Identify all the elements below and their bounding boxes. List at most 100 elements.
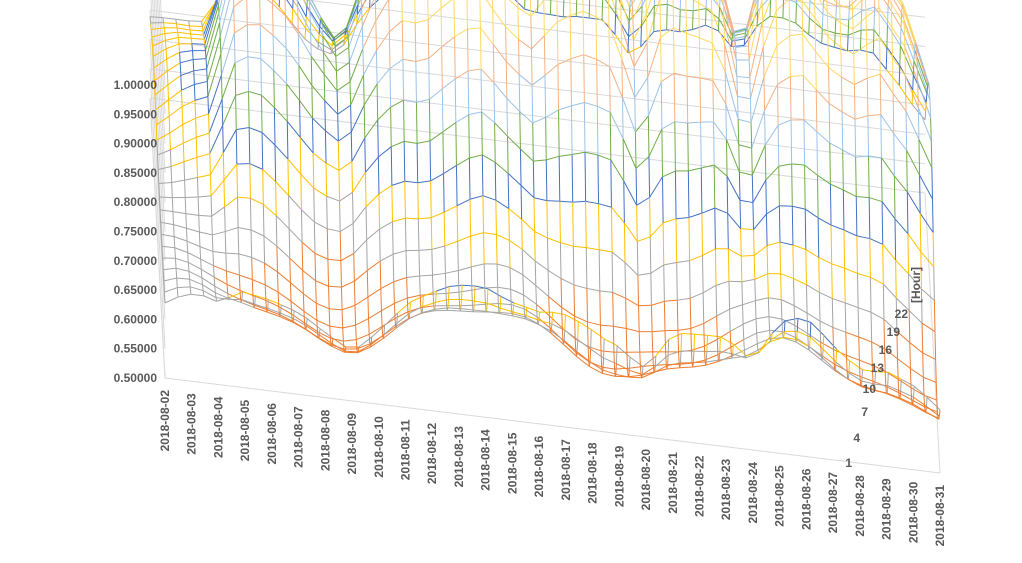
mesh-line xyxy=(198,196,211,197)
mesh-line xyxy=(630,357,643,366)
mesh-line xyxy=(525,0,526,9)
mesh-line xyxy=(886,386,887,393)
mesh-line xyxy=(264,236,277,246)
mesh-line xyxy=(743,305,744,324)
mesh-line xyxy=(545,64,558,75)
mesh-line xyxy=(208,54,221,96)
mesh-line xyxy=(380,222,393,229)
mesh-line xyxy=(352,161,353,192)
mesh-line xyxy=(410,302,411,313)
mesh-line xyxy=(250,164,251,199)
mesh-line xyxy=(181,84,194,90)
mesh-line xyxy=(882,202,883,245)
mesh-line xyxy=(162,246,163,258)
mesh-line xyxy=(613,326,614,352)
z-tick-label: 0.95000 xyxy=(114,107,158,121)
mesh-line xyxy=(794,306,807,313)
mesh-line xyxy=(329,286,330,309)
mesh-line xyxy=(394,282,395,304)
mesh-line xyxy=(546,156,559,160)
mesh-line xyxy=(795,337,796,342)
mesh-line xyxy=(402,21,403,60)
mesh-line xyxy=(524,309,525,317)
mesh-line xyxy=(719,7,720,19)
mesh-line xyxy=(841,47,842,77)
mesh-line xyxy=(836,19,849,20)
mesh-line xyxy=(390,68,391,107)
mesh-line xyxy=(276,182,289,196)
mesh-line xyxy=(483,196,496,201)
back-wall-gridline xyxy=(150,98,925,193)
mesh-line xyxy=(769,317,770,331)
floor-edge xyxy=(165,378,940,473)
mesh-line xyxy=(290,283,291,302)
mesh-line xyxy=(740,200,741,228)
mesh-line xyxy=(906,111,907,150)
mesh-line xyxy=(767,242,780,246)
mesh-line xyxy=(368,289,381,297)
mesh-line xyxy=(757,11,758,26)
mesh-line xyxy=(559,106,572,110)
mesh-line xyxy=(389,0,390,32)
mesh-line xyxy=(830,184,843,190)
mesh-line xyxy=(715,249,716,286)
mesh-line xyxy=(784,331,785,337)
x-tick-label: 2018-08-11 xyxy=(399,419,413,480)
mesh-line xyxy=(299,66,300,101)
mesh-line xyxy=(182,107,183,125)
mesh-line xyxy=(596,17,597,59)
mesh-line xyxy=(549,316,550,328)
mesh-line xyxy=(622,59,635,97)
mesh-line xyxy=(789,0,790,36)
mesh-line xyxy=(178,294,191,297)
mesh-line xyxy=(289,195,302,209)
mesh-line xyxy=(249,91,262,95)
mesh-line xyxy=(765,110,766,145)
mesh-line xyxy=(663,171,676,177)
mesh-line xyxy=(794,279,795,306)
mesh-line xyxy=(829,104,830,143)
mesh-line xyxy=(900,391,901,398)
mesh-line xyxy=(576,352,577,356)
mesh-line xyxy=(423,296,424,306)
mesh-line xyxy=(629,357,630,370)
mesh-line xyxy=(846,332,847,355)
mesh-line xyxy=(661,82,662,129)
x-tick-label: 2018-08-19 xyxy=(612,445,626,507)
mesh-line xyxy=(177,278,178,288)
mesh-line xyxy=(728,249,729,281)
mesh-line xyxy=(250,198,263,204)
mesh-line xyxy=(738,96,739,119)
mesh-line xyxy=(777,46,778,85)
mesh-line xyxy=(428,20,429,59)
mesh-line xyxy=(819,257,832,263)
mesh-line xyxy=(287,84,288,122)
mesh-line xyxy=(392,185,393,221)
mesh-line xyxy=(693,0,694,11)
mesh-line xyxy=(220,23,221,37)
mesh-line xyxy=(278,272,279,292)
mesh-line xyxy=(394,303,395,318)
mesh-line xyxy=(370,344,371,347)
mesh-line xyxy=(915,42,916,43)
mesh-line xyxy=(704,316,717,323)
mesh-line xyxy=(712,11,713,43)
mesh-line xyxy=(866,17,867,45)
mesh-line xyxy=(815,18,816,51)
mesh-line xyxy=(682,334,695,335)
mesh-line xyxy=(498,287,511,289)
mesh-line xyxy=(342,310,343,328)
mesh-line xyxy=(639,306,640,332)
mesh-line xyxy=(456,122,457,165)
mesh-line xyxy=(713,81,714,122)
mesh-line xyxy=(771,333,772,339)
mesh-line xyxy=(765,84,778,110)
mesh-line xyxy=(624,223,625,263)
mesh-line xyxy=(494,83,495,123)
mesh-line xyxy=(340,201,341,232)
mesh-line xyxy=(648,116,649,157)
x-tick-label: 2018-08-20 xyxy=(639,449,653,511)
mesh-line xyxy=(193,51,194,60)
mesh-line xyxy=(472,290,473,305)
